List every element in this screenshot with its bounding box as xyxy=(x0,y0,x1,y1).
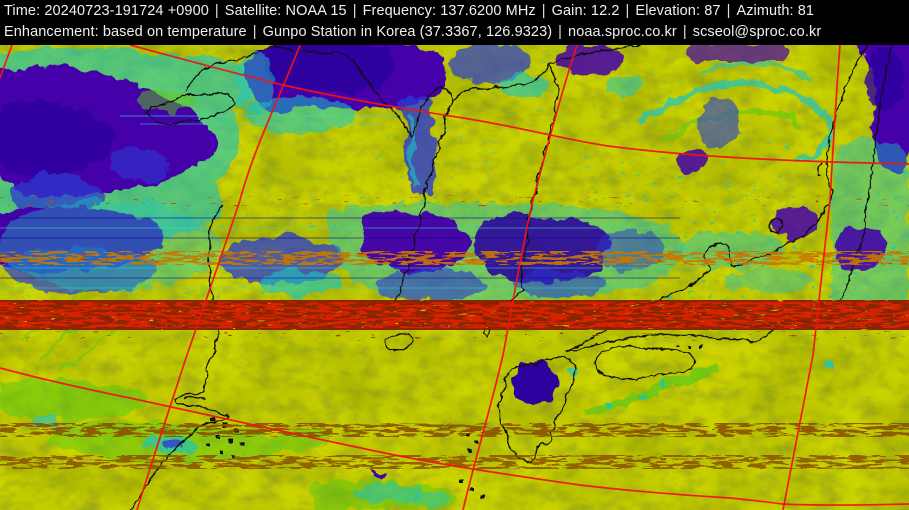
coast-oga xyxy=(817,162,823,177)
vortex-arc xyxy=(666,107,805,144)
header-field: scseol@sproc.co.kr xyxy=(692,24,822,40)
header-field: Time: 20240723-191724 +0900 xyxy=(4,3,209,19)
header-separator: | xyxy=(214,3,219,19)
graticule-meridian xyxy=(136,45,301,510)
cloud-blob xyxy=(688,45,788,61)
cloud-streak xyxy=(583,362,720,420)
cloud-blob xyxy=(769,207,817,239)
header-separator: | xyxy=(352,3,357,19)
cloud-blob xyxy=(834,228,886,272)
cloud-dot xyxy=(662,382,668,388)
coast-honshu-west xyxy=(565,45,869,352)
cloud-blob xyxy=(355,483,425,503)
graticule-parallel xyxy=(0,367,909,507)
header-separator: | xyxy=(682,24,687,40)
graticule-meridian xyxy=(782,45,841,510)
cloud-blob xyxy=(0,200,220,290)
cloud-blob xyxy=(698,97,742,149)
coast-chongming xyxy=(183,396,207,401)
cloud-blob xyxy=(137,88,193,112)
header-field: Enhancement: based on temperature xyxy=(4,24,247,40)
cloud-blob xyxy=(0,100,114,176)
cloud-blob xyxy=(677,148,709,174)
header-separator: | xyxy=(625,3,630,19)
header-field: Azimuth: 81 xyxy=(736,3,815,19)
vortex-arc xyxy=(701,60,814,86)
cloud-blob xyxy=(265,45,395,94)
header-field: noaa.sproc.co.kr xyxy=(568,24,677,40)
satellite-image xyxy=(0,45,909,510)
cloud-dot xyxy=(606,401,614,409)
cloud-blob xyxy=(110,149,170,181)
header-row-1: Time: 20240723-191724 +0900 | Satellite: N… xyxy=(4,3,814,19)
telemetry-header: Time: 20240723-191724 +0900 | Satellite: N… xyxy=(0,0,909,45)
graticule-meridian xyxy=(462,45,578,510)
cloud-blob xyxy=(725,268,815,292)
cloud-blob xyxy=(245,97,355,133)
coast-russia xyxy=(548,45,641,65)
header-separator: | xyxy=(252,24,257,40)
cloud-blob xyxy=(500,73,550,97)
header-field: Frequency: 137.6200 MHz xyxy=(362,3,536,19)
header-separator: | xyxy=(726,3,731,19)
cloud-blob xyxy=(475,214,611,284)
noise-bands-layer xyxy=(0,195,909,469)
cloud-blob xyxy=(410,493,450,507)
scanline-streaks xyxy=(0,115,700,289)
coast-shandong xyxy=(145,91,237,125)
header-field: Satellite: NOAA 15 xyxy=(224,3,347,19)
cloud-streak xyxy=(405,114,419,186)
vortex-arc xyxy=(637,79,834,165)
cloud-blob xyxy=(0,378,148,420)
cloud-blob-kyushu xyxy=(514,362,559,404)
graticule-meridian xyxy=(0,45,13,79)
header-separator: | xyxy=(541,3,546,19)
cloud-blob xyxy=(605,75,645,95)
header-field: Gunpo Station in Korea (37.3367, 126.932… xyxy=(262,24,553,40)
header-field: Elevation: 87 xyxy=(635,3,721,19)
coast-nk-border xyxy=(452,63,550,103)
clouds-layer xyxy=(0,45,909,510)
cloud-blob xyxy=(450,45,530,83)
cloud-blob xyxy=(375,269,485,301)
cloud-blob xyxy=(260,269,340,297)
cloud-dot xyxy=(823,360,833,370)
coast-sado xyxy=(768,218,784,233)
header-separator: | xyxy=(558,24,563,40)
coast-shikoku xyxy=(594,345,696,380)
graticule-layer xyxy=(0,45,909,510)
cloud-dot xyxy=(637,392,643,398)
header-row-2: Enhancement: based on temperature | Gunpo … xyxy=(4,24,821,40)
cloud-blob xyxy=(515,269,605,297)
cloud-blob xyxy=(162,438,182,448)
satellite-image-svg xyxy=(0,45,909,510)
graticule-parallel xyxy=(129,45,909,165)
header-field: Gain: 12.2 xyxy=(551,3,620,19)
cloud-blob xyxy=(372,472,381,479)
cloud-blob xyxy=(235,55,275,115)
